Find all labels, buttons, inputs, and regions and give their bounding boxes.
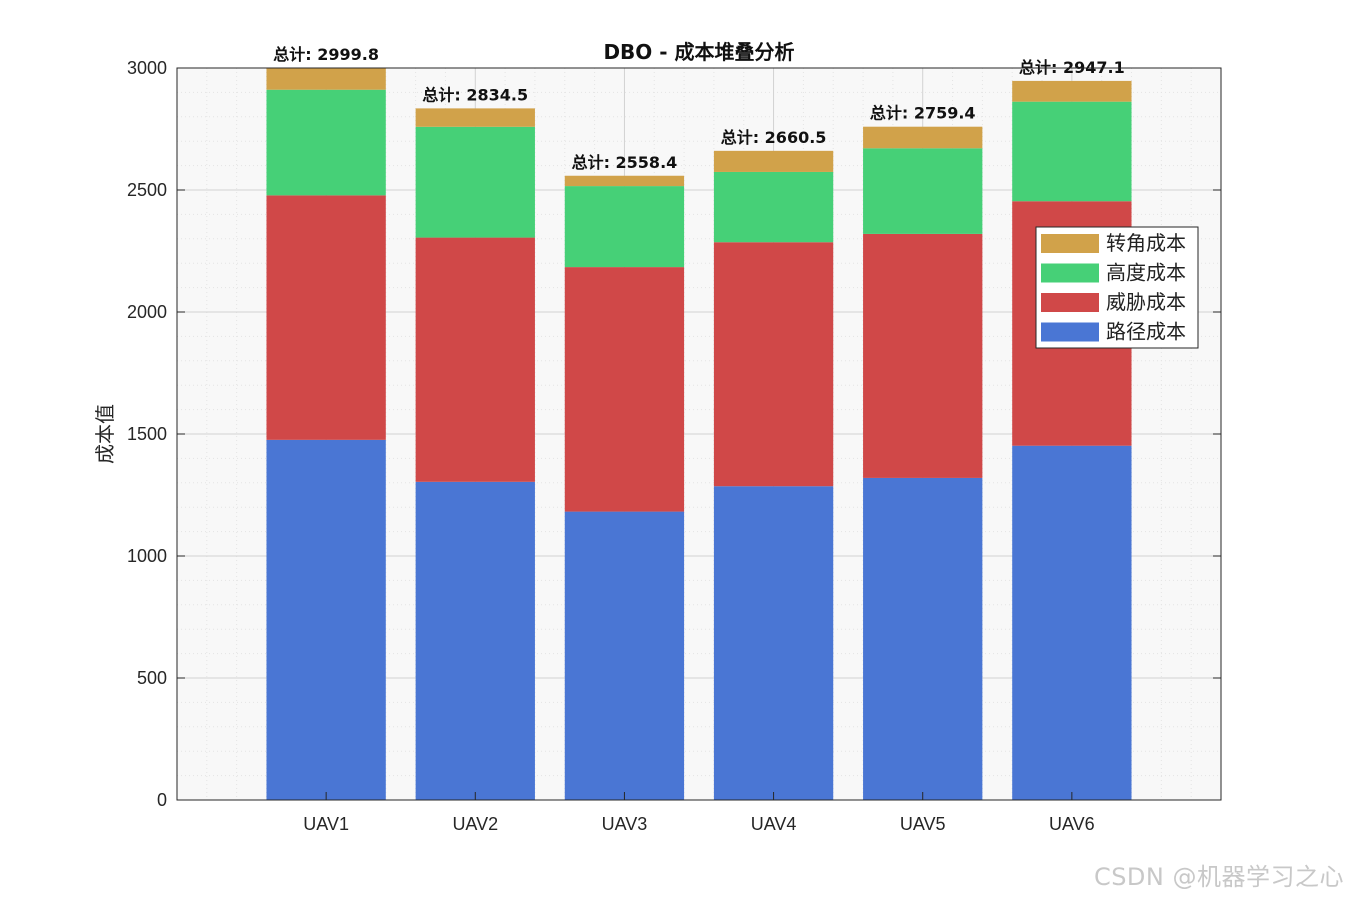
bar-segment bbox=[713, 150, 834, 172]
bar-segment bbox=[415, 237, 535, 482]
legend-label: 转角成本 bbox=[1106, 231, 1186, 255]
y-tick-label: 0 bbox=[157, 790, 167, 810]
bar-segment bbox=[863, 126, 983, 149]
x-tick-label: UAV5 bbox=[900, 814, 946, 834]
total-label: 总计: 2834.5 bbox=[422, 85, 528, 104]
bar-segment bbox=[415, 126, 535, 238]
total-label: 总计: 2558.4 bbox=[572, 153, 678, 172]
y-tick-label: 1500 bbox=[127, 424, 167, 444]
x-tick-label: UAV6 bbox=[1049, 814, 1095, 834]
bar-segment bbox=[863, 233, 983, 478]
bar-segment bbox=[1012, 80, 1132, 102]
bar-segment bbox=[266, 89, 386, 196]
bar-segment bbox=[564, 175, 685, 187]
bar-segment bbox=[415, 108, 535, 127]
legend-swatch bbox=[1041, 234, 1099, 253]
watermark: CSDN @机器学习之心 bbox=[1093, 863, 1344, 891]
x-tick-label: UAV2 bbox=[452, 814, 498, 834]
y-tick-label: 500 bbox=[137, 668, 167, 688]
bar-segment bbox=[713, 242, 834, 487]
total-label: 总计: 2660.5 bbox=[721, 128, 827, 147]
bar-segment bbox=[564, 186, 685, 268]
x-tick-label: UAV3 bbox=[602, 814, 648, 834]
bar-segment bbox=[863, 148, 983, 234]
bar-segment bbox=[266, 439, 386, 800]
bar-segment bbox=[713, 171, 834, 243]
y-tick-label: 2500 bbox=[127, 180, 167, 200]
legend-swatch bbox=[1041, 263, 1099, 283]
y-tick-label: 1000 bbox=[127, 546, 167, 566]
y-axis-label: 成本值 bbox=[93, 404, 117, 464]
chart-title: DBO - 成本堆叠分析 bbox=[603, 40, 794, 64]
legend-swatch bbox=[1041, 293, 1099, 312]
bar-segment bbox=[266, 68, 386, 90]
bar-segment bbox=[564, 511, 685, 800]
bar-segment bbox=[713, 486, 834, 800]
bar-segment bbox=[863, 477, 983, 800]
bar-segment bbox=[1012, 101, 1132, 202]
bar-segment bbox=[266, 195, 386, 440]
legend-label: 威胁成本 bbox=[1106, 290, 1186, 314]
bar-segment bbox=[564, 267, 685, 512]
x-tick-label: UAV1 bbox=[303, 814, 349, 834]
total-label: 总计: 2947.1 bbox=[1019, 58, 1125, 77]
y-tick-label: 2000 bbox=[127, 302, 167, 322]
legend-label: 高度成本 bbox=[1106, 261, 1186, 285]
legend-label: 路径成本 bbox=[1106, 320, 1186, 344]
bar-segment bbox=[415, 481, 535, 800]
total-label: 总计: 2999.8 bbox=[273, 45, 379, 64]
bar-segment bbox=[1012, 445, 1132, 800]
x-tick-label: UAV4 bbox=[751, 814, 797, 834]
total-label: 总计: 2759.4 bbox=[870, 104, 976, 123]
y-tick-label: 3000 bbox=[127, 58, 167, 78]
legend-swatch bbox=[1041, 322, 1099, 342]
